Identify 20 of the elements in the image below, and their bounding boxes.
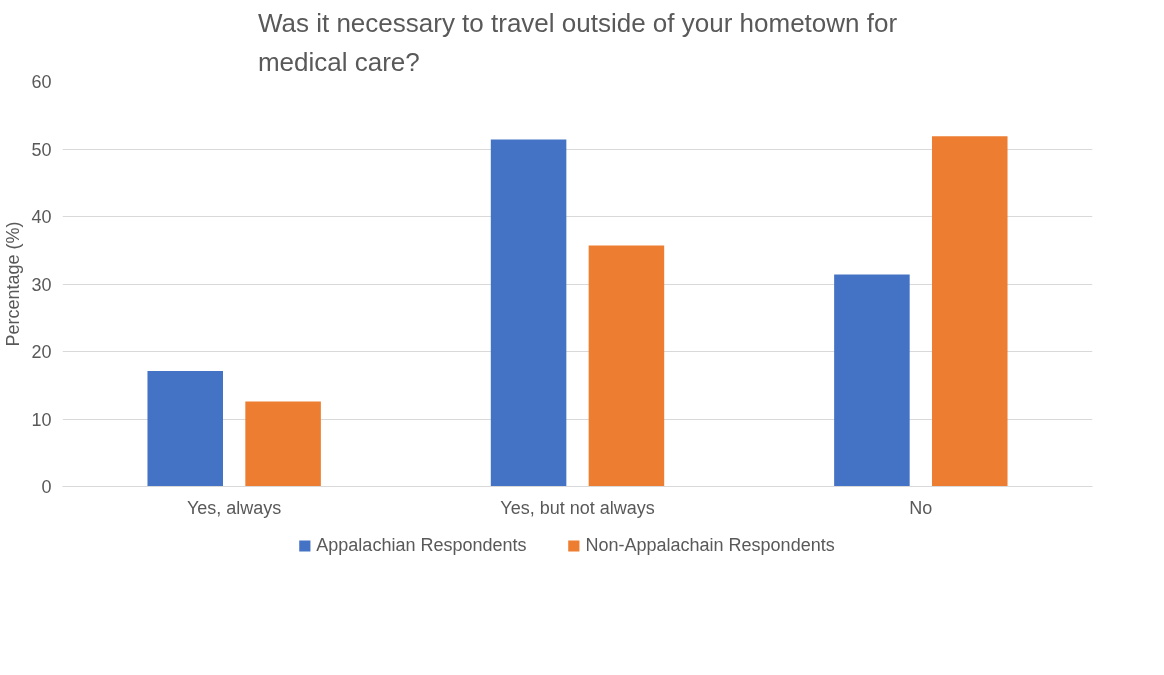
bar (931, 136, 1008, 487)
bar (245, 401, 321, 487)
bar (490, 139, 567, 487)
x-tick-label: No (909, 497, 933, 518)
y-tick-label: 50 (31, 139, 52, 160)
x-tick-label: Yes, always (186, 497, 282, 518)
bar (147, 371, 224, 487)
y-tick-label: 20 (31, 342, 52, 362)
y-tick-label: 60 (31, 72, 52, 92)
bar (834, 274, 910, 487)
legend-label: Non-Appalachain Respondents (585, 534, 835, 556)
bar (588, 245, 665, 487)
y-axis-title: Percentage (%) (3, 221, 24, 347)
x-tick-label: Yes, but not always (500, 497, 655, 518)
y-tick-label: 10 (31, 409, 52, 430)
legend-label: Appalachian Respondents (316, 534, 527, 556)
y-tick-label: 40 (31, 207, 52, 227)
chart-title: Was it necessary to travel outside of your hometown for medical care? (257, 7, 898, 77)
y-tick-label: 0 (41, 477, 52, 497)
y-tick-label: 30 (31, 274, 52, 295)
